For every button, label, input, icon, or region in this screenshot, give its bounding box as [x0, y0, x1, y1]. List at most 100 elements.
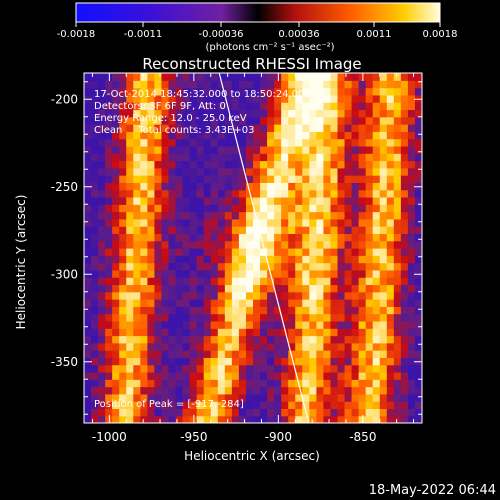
heatmap-cell — [112, 240, 120, 249]
heatmap-cell — [189, 138, 198, 147]
heatmap-cell — [379, 371, 388, 380]
heatmap-cell — [238, 386, 247, 395]
heatmap-cell — [253, 379, 261, 388]
heatmap-cell — [168, 233, 177, 242]
heatmap-cell — [245, 393, 254, 402]
heatmap-cell — [351, 116, 360, 125]
heatmap-cell — [309, 277, 317, 286]
heatmap-cell — [330, 248, 339, 256]
heatmap-cell — [260, 313, 268, 322]
heatmap-cell — [393, 131, 402, 140]
heatmap-cell — [274, 218, 282, 227]
heatmap-cell — [119, 167, 127, 176]
heatmap-cell — [253, 408, 261, 417]
heatmap-cell — [112, 328, 120, 337]
heatmap-cell — [407, 291, 416, 300]
heatmap-cell — [302, 145, 310, 154]
heatmap-cell — [295, 167, 303, 176]
heatmap-cell — [196, 102, 205, 111]
heatmap-cell — [161, 145, 170, 154]
heatmap-cell — [112, 393, 120, 402]
heatmap-cell — [119, 255, 127, 264]
heatmap-cell — [400, 364, 409, 373]
heatmap-cell — [302, 153, 310, 162]
heatmap-cell — [182, 73, 191, 81]
heatmap-cell — [133, 328, 141, 337]
heatmap-cell — [386, 393, 395, 402]
heatmap-cell — [245, 342, 254, 351]
heatmap-cell — [238, 408, 247, 417]
heatmap-cell — [393, 371, 402, 380]
heatmap-cell — [189, 350, 198, 358]
heatmap-cell — [168, 408, 177, 417]
heatmap-cell — [119, 226, 127, 235]
heatmap-cell — [267, 299, 275, 307]
heatmap-cell — [337, 94, 346, 103]
heatmap-cell — [210, 196, 219, 205]
heatmap-cell — [365, 204, 374, 213]
heatmap-cell — [281, 182, 289, 191]
heatmap-cell — [267, 233, 275, 242]
heatmap-cell — [253, 386, 261, 395]
heatmap-cell — [133, 153, 141, 162]
heatmap-cell — [414, 196, 422, 205]
heatmap-cell — [365, 328, 374, 337]
heatmap-cell — [119, 277, 127, 286]
heatmap-cell — [330, 204, 339, 213]
heatmap-cell — [245, 248, 254, 256]
heatmap-cell — [98, 415, 106, 423]
heatmap-cell — [161, 124, 170, 132]
heatmap-cell — [182, 335, 191, 344]
heatmap-cell — [386, 262, 395, 271]
heatmap-cell — [400, 284, 409, 293]
heatmap-cell — [147, 218, 156, 227]
heatmap-cell — [372, 255, 381, 264]
heatmap-cell — [126, 401, 134, 410]
heatmap-cell — [84, 131, 92, 140]
heatmap-cell — [231, 371, 240, 380]
heatmap-cell — [231, 342, 240, 351]
heatmap-cell — [98, 87, 106, 96]
heatmap-cell — [281, 131, 289, 140]
heatmap-cell — [414, 291, 422, 300]
heatmap-cell — [175, 357, 184, 366]
heatmap-cell — [295, 160, 303, 169]
heatmap-cell — [203, 393, 212, 402]
heatmap-cell — [337, 226, 346, 235]
heatmap-cell — [147, 138, 156, 147]
heatmap-cell — [224, 415, 233, 423]
heatmap-cell — [231, 218, 240, 227]
heatmap-cell — [330, 73, 339, 81]
heatmap-cell — [210, 379, 219, 388]
heatmap-cell — [140, 371, 148, 380]
heatmap-cell — [133, 240, 141, 249]
heatmap-cell — [267, 124, 275, 132]
heatmap-cell — [358, 196, 367, 205]
heatmap-cell — [344, 255, 353, 264]
heatmap-cell — [253, 350, 261, 358]
heatmap-cell — [91, 124, 99, 132]
heatmap-cell — [119, 269, 127, 278]
heatmap-cell — [182, 124, 191, 132]
heatmap-cell — [154, 284, 163, 293]
heatmap-cell — [344, 145, 353, 154]
heatmap-cell — [351, 167, 360, 176]
heatmap-cell — [147, 160, 156, 169]
heatmap-cell — [210, 116, 219, 125]
heatmap-cell — [245, 109, 254, 118]
heatmap-cell — [133, 415, 141, 423]
heatmap-cell — [98, 262, 106, 271]
heatmap-cell — [260, 138, 268, 147]
heatmap-cell — [245, 182, 254, 191]
heatmap-cell — [351, 240, 360, 249]
heatmap-cell — [105, 204, 113, 213]
heatmap-cell — [372, 233, 381, 242]
heatmap-cell — [379, 167, 388, 176]
heatmap-cell — [203, 124, 212, 132]
heatmap-cell — [309, 145, 317, 154]
heatmap-cell — [126, 408, 134, 417]
heatmap-cell — [105, 328, 113, 337]
heatmap-cell — [126, 73, 134, 81]
heatmap-cell — [253, 102, 261, 111]
heatmap-cell — [105, 393, 113, 402]
